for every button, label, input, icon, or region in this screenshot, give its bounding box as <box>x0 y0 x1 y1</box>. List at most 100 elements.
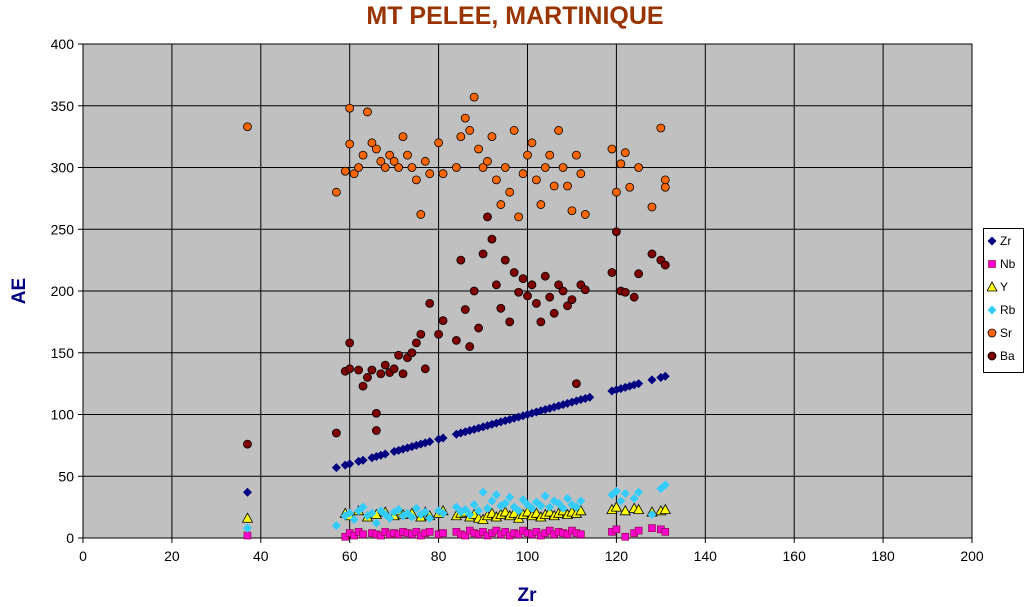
legend-label: Zr <box>1000 234 1012 248</box>
point-rb <box>527 503 537 513</box>
point-sr <box>500 163 510 172</box>
point-rb <box>376 506 386 516</box>
point-ba <box>634 269 644 279</box>
point-zr <box>660 371 670 381</box>
point-rb <box>563 493 573 503</box>
x-tick-label: 20 <box>164 548 180 564</box>
point-rb <box>616 496 626 506</box>
point-zr <box>634 379 644 389</box>
point-sr <box>567 206 577 216</box>
series-nb <box>243 524 670 541</box>
legend-item-nb: Nb <box>987 256 1025 276</box>
x-tick-label: 80 <box>431 548 447 564</box>
point-ba <box>411 338 421 348</box>
point-sr <box>358 150 368 160</box>
point-ba <box>571 379 581 389</box>
point-rb <box>545 502 555 512</box>
point-sr <box>438 169 448 179</box>
point-rb <box>571 502 581 512</box>
point-ba <box>371 408 381 418</box>
point-ba <box>425 298 435 308</box>
point-sr <box>380 163 390 172</box>
point-nb <box>577 530 585 539</box>
point-y <box>241 512 254 523</box>
point-sr <box>518 169 528 179</box>
point-rb <box>420 507 430 517</box>
point-rb <box>345 508 355 518</box>
point-rb <box>540 491 550 501</box>
point-rb <box>629 493 639 503</box>
point-sr <box>487 132 497 142</box>
point-ba <box>398 369 408 379</box>
point-sr <box>331 187 341 197</box>
point-zr <box>438 433 448 443</box>
point-sr <box>554 126 564 135</box>
point-sr <box>491 175 501 185</box>
point-sr <box>563 181 572 191</box>
point-sr <box>411 175 421 185</box>
point-ba <box>660 260 670 270</box>
point-rb <box>576 496 586 506</box>
point-ba <box>420 364 430 374</box>
point-rb <box>349 514 359 524</box>
point-rb <box>500 498 510 508</box>
point-ba <box>460 305 470 314</box>
point-ba <box>434 329 444 339</box>
x-tick-label: 60 <box>342 548 358 564</box>
point-sr <box>634 163 644 172</box>
point-ba <box>509 268 519 277</box>
point-nb <box>634 526 643 535</box>
y-tick-label: 400 <box>51 36 75 52</box>
point-nb <box>359 530 367 539</box>
legend-marker-sr <box>987 328 997 338</box>
point-rb <box>491 490 501 500</box>
point-ba <box>345 364 355 374</box>
point-sr <box>469 92 479 102</box>
point-sr <box>363 107 372 117</box>
legend-symbol-zr <box>987 236 997 246</box>
point-sr <box>523 150 532 160</box>
point-sr <box>496 200 506 209</box>
point-rb <box>514 506 524 516</box>
point-sr <box>536 200 546 209</box>
point-ba <box>612 227 621 237</box>
point-rb <box>394 505 404 515</box>
series-zr <box>242 371 670 497</box>
x-tick-label: 160 <box>783 548 807 564</box>
point-rb <box>647 510 657 520</box>
point-zr <box>585 392 595 402</box>
point-ba <box>545 292 555 302</box>
legend-item-rb: Rb <box>987 302 1025 322</box>
point-nb <box>661 528 670 536</box>
point-zr <box>242 487 252 497</box>
point-ba <box>500 255 510 265</box>
legend-label: Nb <box>1000 257 1016 271</box>
point-sr <box>416 210 426 219</box>
point-ba <box>456 255 466 265</box>
point-sr <box>345 103 355 113</box>
legend-item-sr: Sr <box>987 325 1025 345</box>
point-ba <box>518 274 528 284</box>
point-rb <box>331 521 341 531</box>
point-ba <box>514 287 524 297</box>
point-sr <box>505 187 515 197</box>
point-sr <box>576 169 586 179</box>
point-ba <box>331 428 341 438</box>
point-sr <box>407 163 417 172</box>
point-zr <box>380 449 390 459</box>
point-ba <box>523 291 532 301</box>
x-tick-label: 100 <box>516 548 540 564</box>
x-tick-label: 200 <box>960 548 984 564</box>
point-rb <box>660 480 670 490</box>
legend-item-y: Y <box>987 279 1025 299</box>
point-rb <box>487 496 497 506</box>
series-sr <box>243 92 670 222</box>
point-ba <box>527 280 537 290</box>
legend-label: Y <box>1000 280 1009 294</box>
y-axis-title: AE <box>9 278 30 304</box>
series-rb <box>242 480 670 533</box>
point-ba <box>394 350 403 360</box>
point-sr <box>371 144 381 154</box>
x-tick-label: 0 <box>79 548 87 564</box>
point-rb <box>536 501 546 511</box>
